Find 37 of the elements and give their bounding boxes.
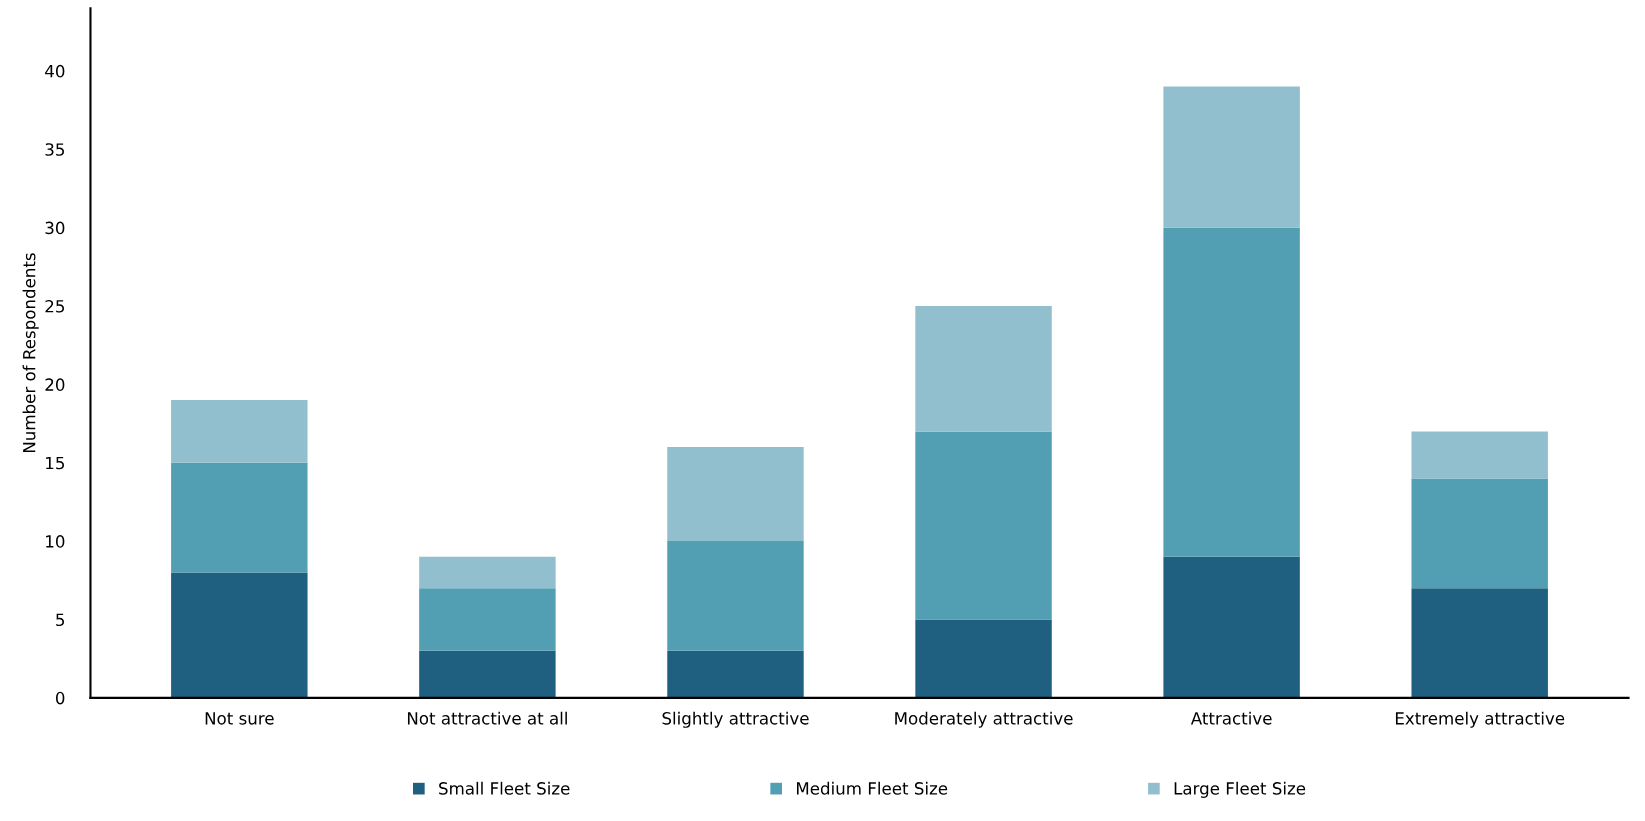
bar bbox=[915, 431, 1052, 620]
bar bbox=[1411, 588, 1548, 698]
y-tick-label: 30 bbox=[45, 221, 65, 235]
bar bbox=[1163, 86, 1300, 228]
y-tick-label: 0 bbox=[55, 691, 65, 705]
bar bbox=[419, 556, 556, 589]
bar bbox=[1411, 431, 1548, 479]
bar bbox=[171, 462, 308, 573]
x-tick-label: Not attractive at all bbox=[407, 711, 567, 725]
legend-label: Small Fleet Size bbox=[439, 781, 570, 795]
bar bbox=[667, 650, 804, 698]
bar bbox=[1163, 227, 1300, 557]
y-tick-label: 15 bbox=[46, 456, 65, 470]
legend-label: Large Fleet Size bbox=[1174, 781, 1306, 798]
y-tick-label: 10 bbox=[46, 535, 65, 548]
bar bbox=[1163, 556, 1300, 698]
bar bbox=[1411, 478, 1548, 589]
x-tick-label: Slightly attractive bbox=[662, 711, 809, 728]
bar bbox=[667, 447, 804, 542]
y-tick-label: 35 bbox=[45, 143, 65, 156]
x-tick-label: Attractive bbox=[1190, 711, 1272, 725]
y-tick-label: 20 bbox=[45, 378, 65, 391]
bar bbox=[419, 588, 556, 651]
bar bbox=[667, 541, 804, 651]
y-tick-label: 5 bbox=[56, 613, 65, 627]
bar bbox=[171, 572, 308, 698]
bar bbox=[915, 619, 1052, 698]
y-tick-label: 40 bbox=[45, 64, 65, 78]
legend-label: Medium Fleet Size bbox=[796, 781, 948, 795]
bar bbox=[419, 650, 556, 698]
bar bbox=[171, 400, 308, 463]
x-tick-label: Not sure bbox=[205, 712, 274, 725]
x-tick-label: Extremely attractive bbox=[1395, 711, 1565, 728]
y-tick-label: 25 bbox=[45, 299, 65, 313]
x-tick-label: Moderately attractive bbox=[895, 711, 1073, 728]
bar bbox=[915, 306, 1052, 432]
y-axis-title: Number of Respondents bbox=[22, 253, 39, 453]
